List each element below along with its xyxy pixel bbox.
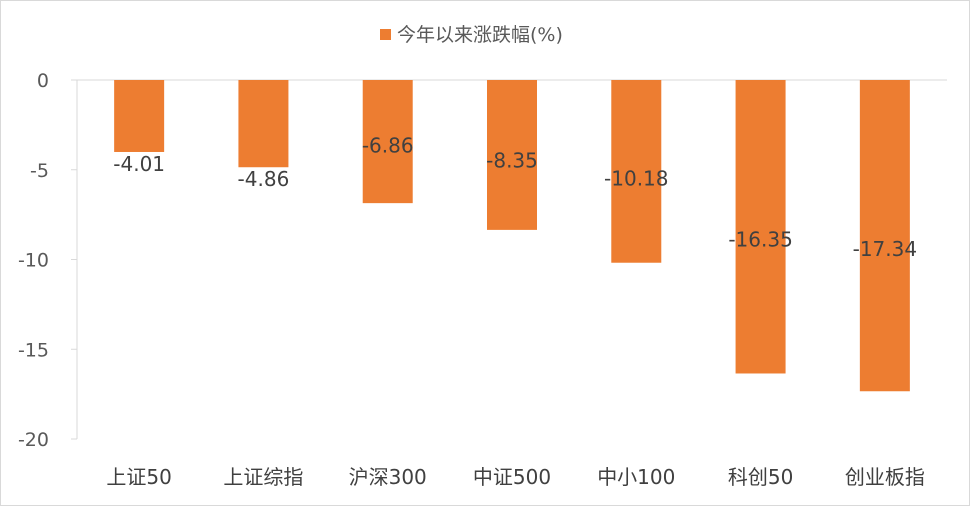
y-tick-label: -10 <box>18 250 49 272</box>
data-label: -17.34 <box>853 237 917 261</box>
bars <box>114 80 910 392</box>
x-tick-label: 上证综指 <box>223 465 303 489</box>
data-label: -6.86 <box>362 134 414 158</box>
x-tick-label: 上证50 <box>106 465 171 489</box>
bar <box>238 80 289 168</box>
x-tick-label: 中小100 <box>597 465 675 489</box>
data-label: -10.18 <box>604 167 668 191</box>
bar <box>362 80 413 204</box>
bar <box>487 80 537 230</box>
y-tick-label: -15 <box>18 339 49 361</box>
x-tick-label: 沪深300 <box>349 465 427 489</box>
y-tick-label: -5 <box>30 160 49 182</box>
y-tick-label: 0 <box>37 70 49 92</box>
x-tick-label: 中证500 <box>473 465 551 489</box>
data-label: -16.35 <box>728 227 792 251</box>
data-label: -4.01 <box>113 152 165 176</box>
x-tick-label: 科创50 <box>728 465 793 489</box>
bar <box>735 80 786 374</box>
x-axis: 上证50 上证综指 沪深300 中证500 中小100 科创50 创业板指 <box>77 79 947 489</box>
bar <box>114 80 165 152</box>
data-label: -8.35 <box>486 148 538 172</box>
x-tick-label: 创业板指 <box>845 465 925 489</box>
bar <box>611 80 662 263</box>
data-labels: -4.01 -4.86 -6.86 -8.35 -10.18 -16.35 -17.34 <box>113 134 917 261</box>
bar <box>859 80 910 392</box>
legend-swatch <box>380 29 391 40</box>
legend-label: 今年以来涨跌幅(%) <box>397 24 563 46</box>
y-axis: 0 -5 -10 -15 -20 <box>18 70 78 451</box>
legend: 今年以来涨跌幅(%) <box>380 24 563 46</box>
data-label: -4.86 <box>238 167 290 191</box>
y-tick-label: -20 <box>18 429 49 451</box>
